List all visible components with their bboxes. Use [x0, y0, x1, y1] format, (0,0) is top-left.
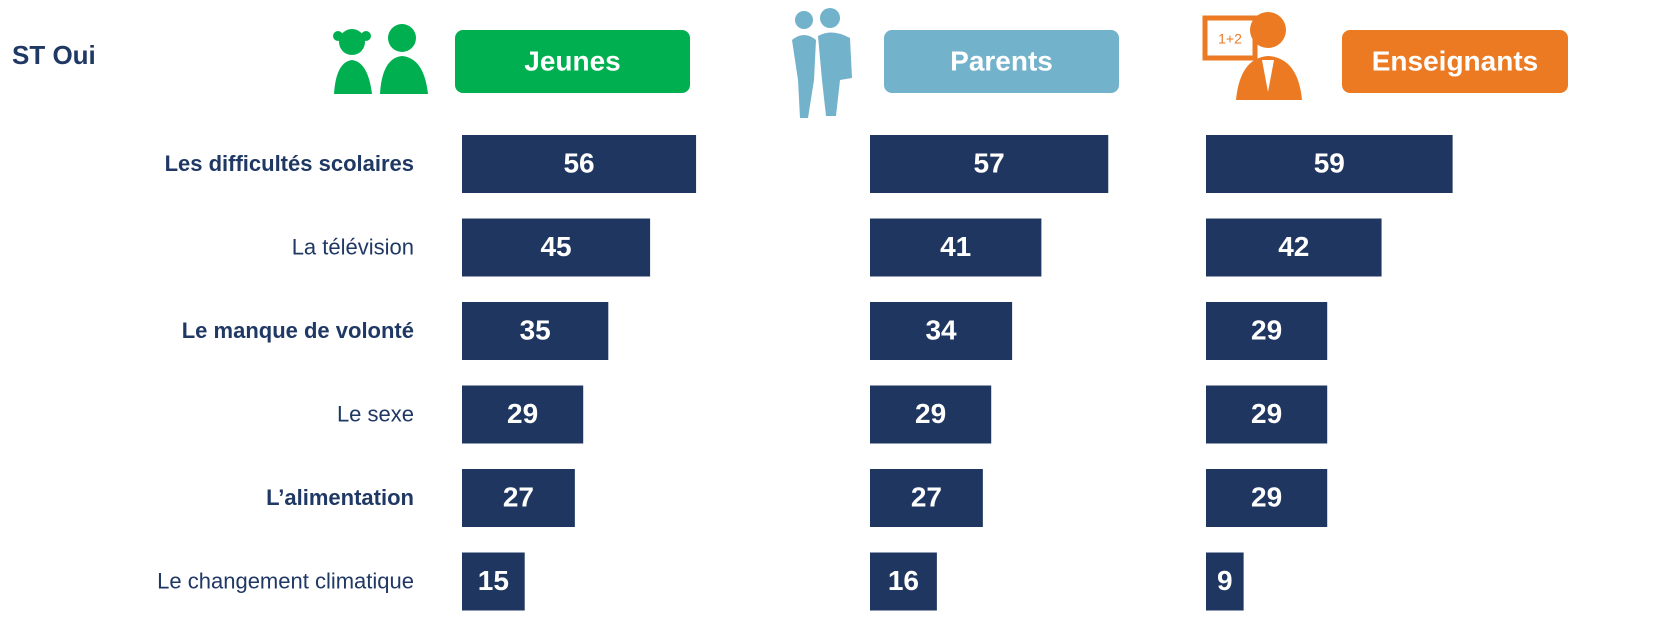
bar — [1206, 385, 1328, 444]
bar — [462, 469, 575, 527]
bar — [1206, 552, 1244, 611]
value-label: 41 — [940, 231, 971, 262]
header-label: Parents — [950, 45, 1053, 76]
value-label: 42 — [1278, 231, 1309, 262]
bar — [462, 552, 525, 611]
category-label: Les difficultés scolaires — [165, 151, 414, 176]
bar — [870, 552, 937, 611]
icon-parents — [792, 8, 852, 118]
bar — [870, 135, 1109, 193]
category-label: Le sexe — [337, 401, 414, 426]
value-label: 35 — [520, 314, 551, 345]
value-label: 59 — [1314, 147, 1345, 178]
header-box — [455, 30, 690, 93]
value-label: 27 — [503, 481, 534, 512]
bar — [1206, 135, 1453, 193]
category-label: Le manque de volonté — [182, 318, 414, 343]
value-label: 29 — [1251, 314, 1282, 345]
header-label: Enseignants — [1372, 45, 1538, 76]
bar — [870, 302, 1013, 360]
bar — [870, 385, 992, 444]
value-label: 29 — [1251, 398, 1282, 429]
bar — [462, 302, 609, 360]
value-label: 15 — [478, 565, 509, 596]
page-title: ST Oui — [12, 40, 96, 70]
bar — [1206, 302, 1328, 360]
bar — [1206, 469, 1328, 527]
svg-text:1+2: 1+2 — [1218, 31, 1242, 47]
value-label: 16 — [888, 565, 919, 596]
value-label: 29 — [507, 398, 538, 429]
bar — [462, 135, 697, 193]
value-label: 34 — [925, 314, 957, 345]
bar — [870, 218, 1042, 277]
category-label: La télévision — [292, 234, 414, 259]
category-label: Le changement climatique — [157, 568, 414, 593]
value-label: 29 — [1251, 481, 1282, 512]
header-box — [1342, 30, 1568, 93]
value-label: 29 — [915, 398, 946, 429]
value-label: 56 — [563, 147, 594, 178]
category-label: L’alimentation — [266, 485, 414, 510]
icon-teacher: 1+2 — [1202, 12, 1302, 100]
value-label: 9 — [1217, 565, 1233, 596]
value-label: 45 — [540, 231, 571, 262]
value-label: 27 — [911, 481, 942, 512]
bar — [462, 385, 584, 444]
header-label: Jeunes — [524, 45, 621, 76]
header-box — [884, 30, 1119, 93]
icon-youth — [333, 24, 428, 94]
bar — [870, 469, 983, 527]
bar — [1206, 218, 1382, 277]
value-label: 57 — [974, 147, 1005, 178]
bar — [462, 218, 651, 277]
